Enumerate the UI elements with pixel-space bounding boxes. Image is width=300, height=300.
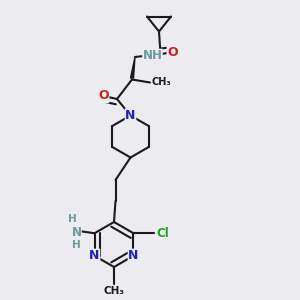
Text: NH: NH: [142, 49, 162, 62]
Text: N: N: [89, 249, 100, 262]
Text: CH₃: CH₃: [103, 286, 124, 296]
Text: N: N: [125, 109, 136, 122]
Text: CH₃: CH₃: [152, 77, 171, 88]
Text: O: O: [98, 89, 109, 103]
Polygon shape: [130, 57, 135, 78]
Text: H: H: [72, 240, 81, 250]
Text: N: N: [128, 249, 139, 262]
Text: O: O: [167, 46, 178, 59]
Text: H: H: [68, 214, 76, 224]
Text: N: N: [71, 226, 82, 239]
Text: Cl: Cl: [156, 227, 169, 240]
